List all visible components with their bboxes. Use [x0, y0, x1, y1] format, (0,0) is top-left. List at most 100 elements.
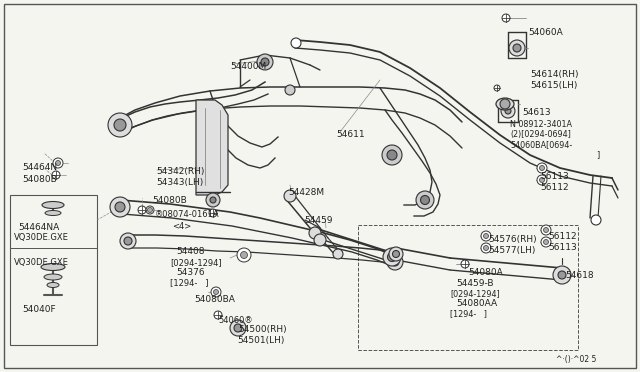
Circle shape [387, 253, 397, 262]
Text: [0294-1294]: [0294-1294] [170, 258, 221, 267]
Circle shape [237, 248, 251, 262]
Text: 54500(RH): 54500(RH) [238, 325, 287, 334]
Text: 54611: 54611 [336, 130, 365, 139]
Circle shape [284, 190, 296, 202]
Circle shape [501, 104, 515, 118]
Circle shape [309, 227, 321, 239]
Circle shape [110, 197, 130, 217]
Circle shape [494, 85, 500, 91]
Text: 54459: 54459 [304, 216, 333, 225]
Ellipse shape [41, 263, 65, 270]
Circle shape [541, 225, 551, 235]
Text: 54501(LH): 54501(LH) [237, 336, 284, 345]
Text: 56112: 56112 [540, 183, 568, 192]
Circle shape [314, 234, 326, 246]
Circle shape [53, 158, 63, 168]
Text: 56113: 56113 [540, 172, 569, 181]
Text: 54400M: 54400M [230, 62, 266, 71]
Text: VQ30DE.GXE: VQ30DE.GXE [14, 258, 69, 267]
Ellipse shape [47, 282, 59, 288]
Text: 54342(RH): 54342(RH) [156, 167, 204, 176]
Text: 54615(LH): 54615(LH) [530, 81, 577, 90]
Circle shape [543, 240, 548, 244]
Circle shape [387, 150, 397, 160]
Ellipse shape [496, 98, 514, 110]
Circle shape [543, 228, 548, 232]
Text: 54577(LH): 54577(LH) [488, 246, 536, 255]
Circle shape [241, 251, 248, 259]
Text: 54428M: 54428M [288, 188, 324, 197]
Text: 54343(LH): 54343(LH) [156, 178, 204, 187]
Circle shape [461, 260, 469, 268]
Circle shape [147, 208, 152, 212]
Text: [1294-   ]: [1294- ] [450, 309, 487, 318]
Circle shape [230, 320, 246, 336]
Ellipse shape [42, 202, 64, 208]
Text: ®08074-0161A: ®08074-0161A [155, 210, 220, 219]
Circle shape [553, 266, 571, 284]
Circle shape [206, 193, 220, 207]
Circle shape [509, 40, 525, 56]
Text: [0294-1294]: [0294-1294] [450, 289, 500, 298]
Text: 56113: 56113 [548, 243, 577, 252]
Ellipse shape [44, 274, 62, 280]
Circle shape [541, 237, 551, 247]
Circle shape [540, 177, 545, 183]
Text: 54080B: 54080B [152, 196, 187, 205]
Text: 54060®: 54060® [218, 316, 253, 325]
Circle shape [56, 160, 61, 166]
Circle shape [537, 163, 547, 173]
Circle shape [114, 119, 126, 131]
Text: (2)[0294-0694]: (2)[0294-0694] [510, 130, 571, 139]
Circle shape [416, 191, 434, 209]
Circle shape [52, 171, 60, 179]
Text: N 08912-3401A: N 08912-3401A [510, 120, 572, 129]
Circle shape [481, 243, 491, 253]
Text: 54080BA: 54080BA [194, 295, 235, 304]
Circle shape [210, 197, 216, 203]
Circle shape [211, 287, 221, 297]
Text: 54408: 54408 [176, 247, 205, 256]
Text: ]: ] [596, 150, 599, 159]
Text: 54080AA: 54080AA [456, 299, 497, 308]
Circle shape [209, 209, 217, 217]
Circle shape [483, 234, 488, 238]
Ellipse shape [45, 211, 61, 215]
Circle shape [558, 271, 566, 279]
Text: VQ30DE.GXE: VQ30DE.GXE [14, 233, 69, 242]
Circle shape [481, 231, 491, 241]
Text: 54613: 54613 [522, 108, 550, 117]
Circle shape [513, 44, 521, 52]
Circle shape [392, 250, 399, 257]
Circle shape [291, 38, 301, 48]
Text: 54464N: 54464N [22, 163, 57, 172]
Polygon shape [196, 100, 228, 195]
Circle shape [502, 14, 510, 22]
Circle shape [382, 145, 402, 165]
Circle shape [234, 324, 242, 332]
Circle shape [120, 233, 136, 249]
Circle shape [389, 247, 403, 261]
Text: 54376: 54376 [176, 268, 205, 277]
Circle shape [387, 254, 403, 270]
Circle shape [257, 54, 273, 70]
Circle shape [124, 237, 132, 245]
Text: 54464NA: 54464NA [18, 223, 60, 232]
Circle shape [146, 206, 154, 214]
Circle shape [391, 258, 399, 266]
Circle shape [214, 289, 218, 295]
Text: 56112: 56112 [548, 232, 577, 241]
Text: 54060A: 54060A [528, 28, 563, 37]
Text: 54040F: 54040F [22, 305, 56, 314]
Circle shape [483, 246, 488, 250]
Circle shape [383, 248, 401, 266]
Circle shape [333, 249, 343, 259]
Text: 54080B: 54080B [22, 175, 57, 184]
Text: ^·()·^02 5: ^·()·^02 5 [556, 355, 596, 364]
Circle shape [591, 215, 601, 225]
Text: 54060BA[0694-: 54060BA[0694- [510, 140, 572, 149]
Text: 54576(RH): 54576(RH) [488, 235, 536, 244]
Bar [358, 225, 578, 350]
Circle shape [285, 85, 295, 95]
Circle shape [420, 196, 429, 205]
